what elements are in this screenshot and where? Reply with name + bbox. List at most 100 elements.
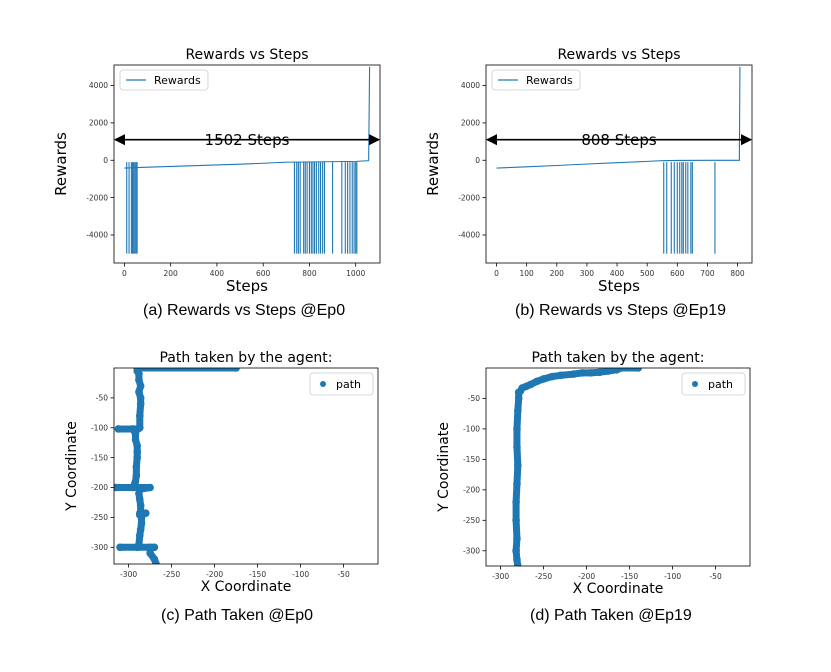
path-point bbox=[152, 560, 160, 564]
rewards-chart-ep0: Rewards vs Steps Steps Rewards 0 200 400 600 80… bbox=[52, 47, 381, 295]
path-point bbox=[514, 388, 523, 397]
legend: Rewards bbox=[119, 69, 209, 91]
path-point bbox=[135, 412, 144, 420]
path-point bbox=[133, 453, 142, 462]
path-point bbox=[513, 443, 521, 452]
path-point bbox=[116, 543, 124, 552]
path-point bbox=[114, 425, 123, 433]
path-point bbox=[513, 425, 521, 433]
x-tick-label: 1000 bbox=[346, 269, 365, 278]
caption-d: (d) Path Taken @Ep19 bbox=[530, 607, 692, 624]
x-axis-label: Steps bbox=[598, 277, 640, 295]
y-tick-label: -4000 bbox=[86, 231, 108, 240]
path-point bbox=[135, 489, 143, 498]
path-point bbox=[634, 368, 643, 372]
path-point bbox=[557, 371, 565, 380]
rewards-series-line bbox=[496, 66, 741, 169]
y-tick-label: -4000 bbox=[458, 231, 480, 240]
x-tick-label: 0 bbox=[122, 269, 127, 278]
path-point bbox=[131, 435, 140, 444]
path-trace bbox=[512, 368, 642, 566]
x-tick-label: -200 bbox=[206, 570, 223, 579]
path-point bbox=[548, 372, 557, 381]
steps-annotation: 808 Steps bbox=[581, 131, 657, 149]
path-point bbox=[539, 375, 548, 383]
x-tick-label: 0 bbox=[494, 269, 499, 278]
axes-frame bbox=[485, 64, 753, 264]
rewards-chart-ep19: Rewards vs Steps Steps Rewards 0 100 200 300 40… bbox=[424, 47, 753, 295]
path-point bbox=[146, 549, 154, 558]
path-point bbox=[135, 370, 143, 378]
path-point bbox=[137, 519, 146, 528]
path-point bbox=[132, 471, 141, 480]
path-point bbox=[514, 461, 522, 470]
path-point bbox=[514, 406, 522, 415]
y-tick-label: -250 bbox=[91, 513, 108, 522]
x-tick-label: -250 bbox=[163, 570, 180, 579]
y-tick-label: 2000 bbox=[89, 119, 108, 128]
path-point bbox=[133, 447, 142, 456]
path-point bbox=[135, 531, 144, 540]
path-point bbox=[129, 483, 137, 492]
y-tick-label: 4000 bbox=[461, 81, 480, 90]
y-tick-label: -2000 bbox=[458, 193, 480, 202]
y-axis-label: Y Coordinate bbox=[436, 422, 452, 513]
x-tick-label: 600 bbox=[256, 269, 271, 278]
chart-title: Path taken by the agent: bbox=[531, 350, 704, 366]
legend-label: path bbox=[708, 378, 733, 391]
y-tick-label: 2000 bbox=[461, 119, 480, 128]
path-point bbox=[604, 368, 612, 375]
y-tick-label: -50 bbox=[96, 394, 108, 403]
x-tick-label: 800 bbox=[302, 269, 317, 278]
x-tick-label: 300 bbox=[580, 269, 595, 278]
x-tick-label: -300 bbox=[492, 572, 509, 581]
path-point bbox=[133, 441, 142, 450]
x-tick-label: -300 bbox=[120, 570, 137, 579]
legend-marker-swatch bbox=[320, 381, 326, 387]
y-tick-label: -300 bbox=[91, 543, 108, 552]
path-point bbox=[136, 525, 145, 534]
path-point bbox=[132, 462, 141, 471]
x-tick-label: -100 bbox=[664, 572, 681, 581]
caption-b: (b) Rewards vs Steps @Ep19 bbox=[515, 302, 726, 319]
legend: path bbox=[681, 372, 746, 396]
x-tick-label: -150 bbox=[249, 570, 266, 579]
x-tick-label: 200 bbox=[550, 269, 565, 278]
chart-title: Path taken by the agent: bbox=[159, 350, 332, 366]
path-point bbox=[136, 382, 145, 390]
x-tick-label: 400 bbox=[610, 269, 625, 278]
chart-title: Rewards vs Steps bbox=[185, 47, 308, 63]
legend-label: Rewards bbox=[154, 74, 201, 87]
y-tick-label: -150 bbox=[463, 455, 480, 464]
plot-area bbox=[496, 66, 741, 254]
path-point bbox=[513, 479, 521, 488]
path-point bbox=[135, 376, 143, 384]
path-chart-ep19: Path taken by the agent: X Coordinate Y Co… bbox=[436, 350, 751, 597]
y-axis-label: Y Coordinate bbox=[64, 421, 80, 512]
y-tick-label: 0 bbox=[103, 156, 108, 165]
path-point bbox=[514, 394, 523, 403]
path-point bbox=[514, 562, 522, 566]
axes-frame bbox=[485, 367, 751, 567]
y-tick-label: -50 bbox=[468, 394, 480, 403]
legend-box bbox=[119, 69, 209, 91]
path-point bbox=[146, 483, 154, 492]
path-point bbox=[135, 495, 144, 504]
path-point bbox=[569, 370, 578, 378]
chart-title: Rewards vs Steps bbox=[557, 47, 680, 63]
x-tick-label: -250 bbox=[535, 572, 552, 581]
rewards-series-line bbox=[124, 66, 371, 169]
x-tick-label: 600 bbox=[670, 269, 685, 278]
path-point bbox=[513, 556, 521, 564]
y-tick-label: -200 bbox=[91, 483, 108, 492]
x-tick-label: -50 bbox=[337, 570, 349, 579]
path-point bbox=[146, 543, 154, 552]
plot-area bbox=[512, 368, 643, 566]
y-axis-label: Rewards bbox=[424, 132, 442, 196]
y-tick-label: -250 bbox=[463, 516, 480, 525]
legend-box bbox=[681, 372, 746, 396]
x-axis-label: Steps bbox=[226, 277, 268, 295]
path-point bbox=[512, 516, 520, 525]
plot-area bbox=[124, 66, 371, 254]
